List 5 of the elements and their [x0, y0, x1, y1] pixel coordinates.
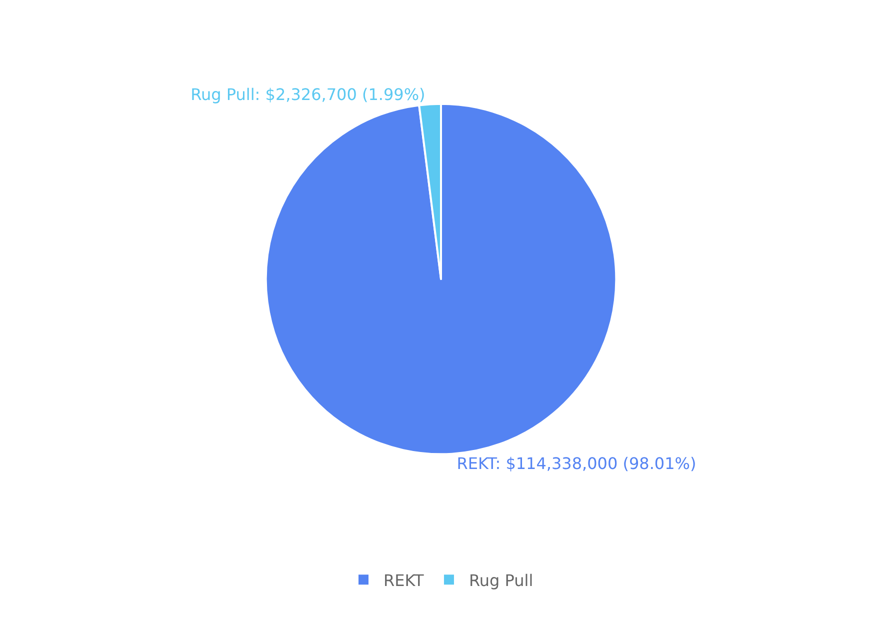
data-label: REKT: $114,338,000 (98.01%)	[456, 454, 696, 473]
legend-label: Rug Pull	[468, 570, 534, 590]
pie-slice	[264, 102, 618, 455]
legend-label: REKT	[384, 570, 424, 590]
data-label: Rug Pull: $2,326,700 (1.99%)	[190, 85, 426, 104]
